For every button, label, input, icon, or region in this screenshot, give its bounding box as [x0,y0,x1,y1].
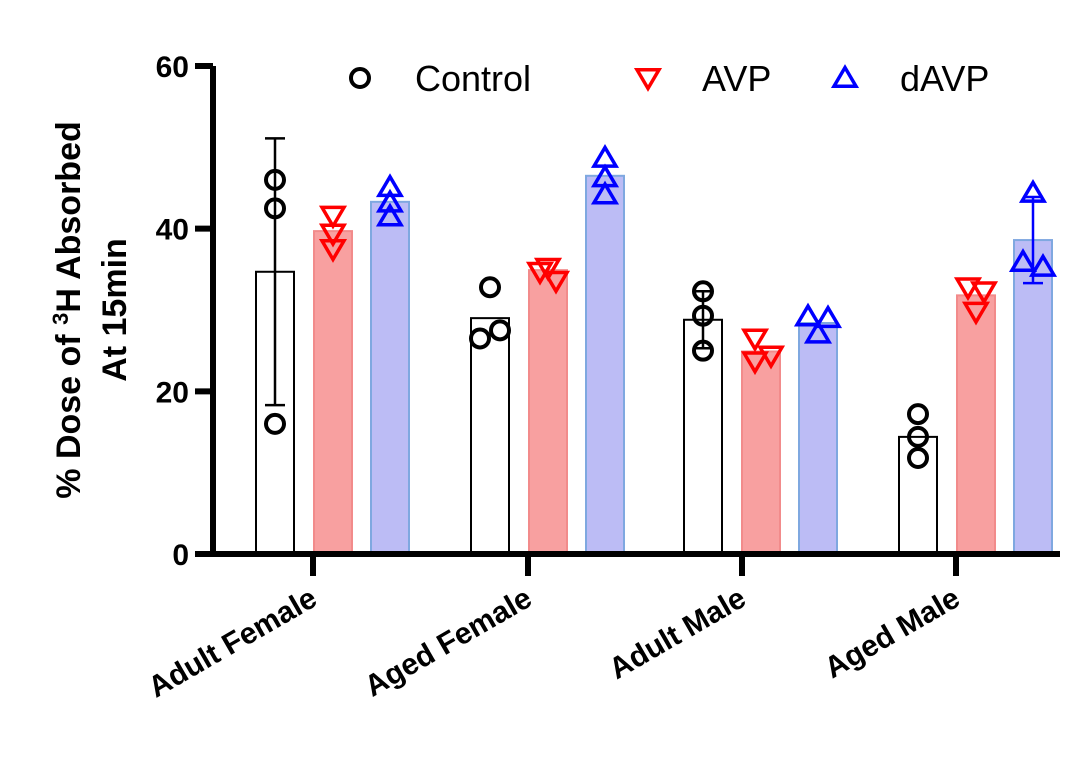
bar-avp-1 [528,269,568,555]
x-category-label-0: Adult Female [143,581,323,704]
bar-control-2 [683,318,723,556]
x-category-label-3: Aged Male [819,581,965,685]
point-control-3-1 [907,425,929,448]
point-davp-1-2 [590,180,620,205]
point-control-2-2 [692,339,714,362]
point-avp-1-0 [533,257,563,282]
point-davp-3-0 [1018,178,1048,203]
y-axis-title: % Dose of 3H Absorbed At 15min [48,121,135,498]
point-control-0-0 [264,168,286,191]
point-control-0-1 [264,197,286,220]
point-avp-0-2 [318,239,348,263]
y-tick-label-0: 0 [172,539,189,572]
bar-davp-0 [370,200,410,555]
legend-label-avp: AVP [702,58,771,99]
legend-marker-control [349,67,371,89]
point-davp-1-0 [590,144,620,168]
point-avp-3-1 [969,281,999,306]
y-tick-label-2: 40 [156,214,189,247]
bar-davp-3 [1013,239,1053,555]
bar-control-1 [470,317,510,555]
point-control-1-2 [489,319,511,342]
point-avp-2-0 [740,328,770,353]
point-control-0-2 [264,412,286,435]
legend-marker-davp [830,64,860,88]
point-control-3-2 [907,447,929,470]
y-tick-label-1: 20 [156,376,189,409]
y-axis-title-line2: At 15min [96,238,134,382]
point-control-3-0 [907,403,929,426]
point-davp-2-1 [813,304,843,329]
y-axis-title-post: H Absorbed [50,121,88,312]
point-davp-3-2 [1008,248,1038,273]
point-davp-2-0 [793,302,823,327]
bar-avp-3 [956,294,996,555]
y-tick-label-3: 60 [156,51,189,84]
bar-davp-1 [585,174,625,556]
plot-area: 0 20 40 60 Adult Female Aged Female Adult Male… [143,51,1060,704]
point-avp-1-2 [541,270,571,295]
legend-marker-avp [633,68,663,92]
x-category-label-2: Adult Male [604,581,752,685]
point-davp-2-2 [803,319,833,344]
bar-control-3 [898,435,938,556]
point-avp-0-0 [318,205,348,230]
bar-avp-0 [313,230,353,556]
point-control-2-0 [692,280,714,303]
point-control-1-0 [479,276,501,299]
legend-label-control: Control [415,58,531,99]
point-avp-3-0 [953,277,983,302]
legend: Control AVP dAVP [349,58,989,99]
point-control-2-1 [692,304,714,327]
y-axis-title-sup: 3 [48,313,73,325]
point-avp-2-2 [740,351,770,376]
legend-label-davp: dAVP [900,58,989,99]
point-avp-3-2 [961,301,991,326]
point-davp-0-1 [375,188,405,213]
bar-avp-2 [741,350,781,556]
y-axis-title-pre: % Dose of [50,325,88,499]
point-davp-3-1 [1028,252,1058,277]
point-avp-0-1 [318,223,348,248]
y-axis-title-line1: % Dose of 3H Absorbed [48,121,89,498]
bar-davp-2 [798,322,838,555]
x-category-label-1: Aged Female [359,581,537,703]
point-control-1-1 [469,327,491,350]
point-davp-0-2 [375,202,405,227]
